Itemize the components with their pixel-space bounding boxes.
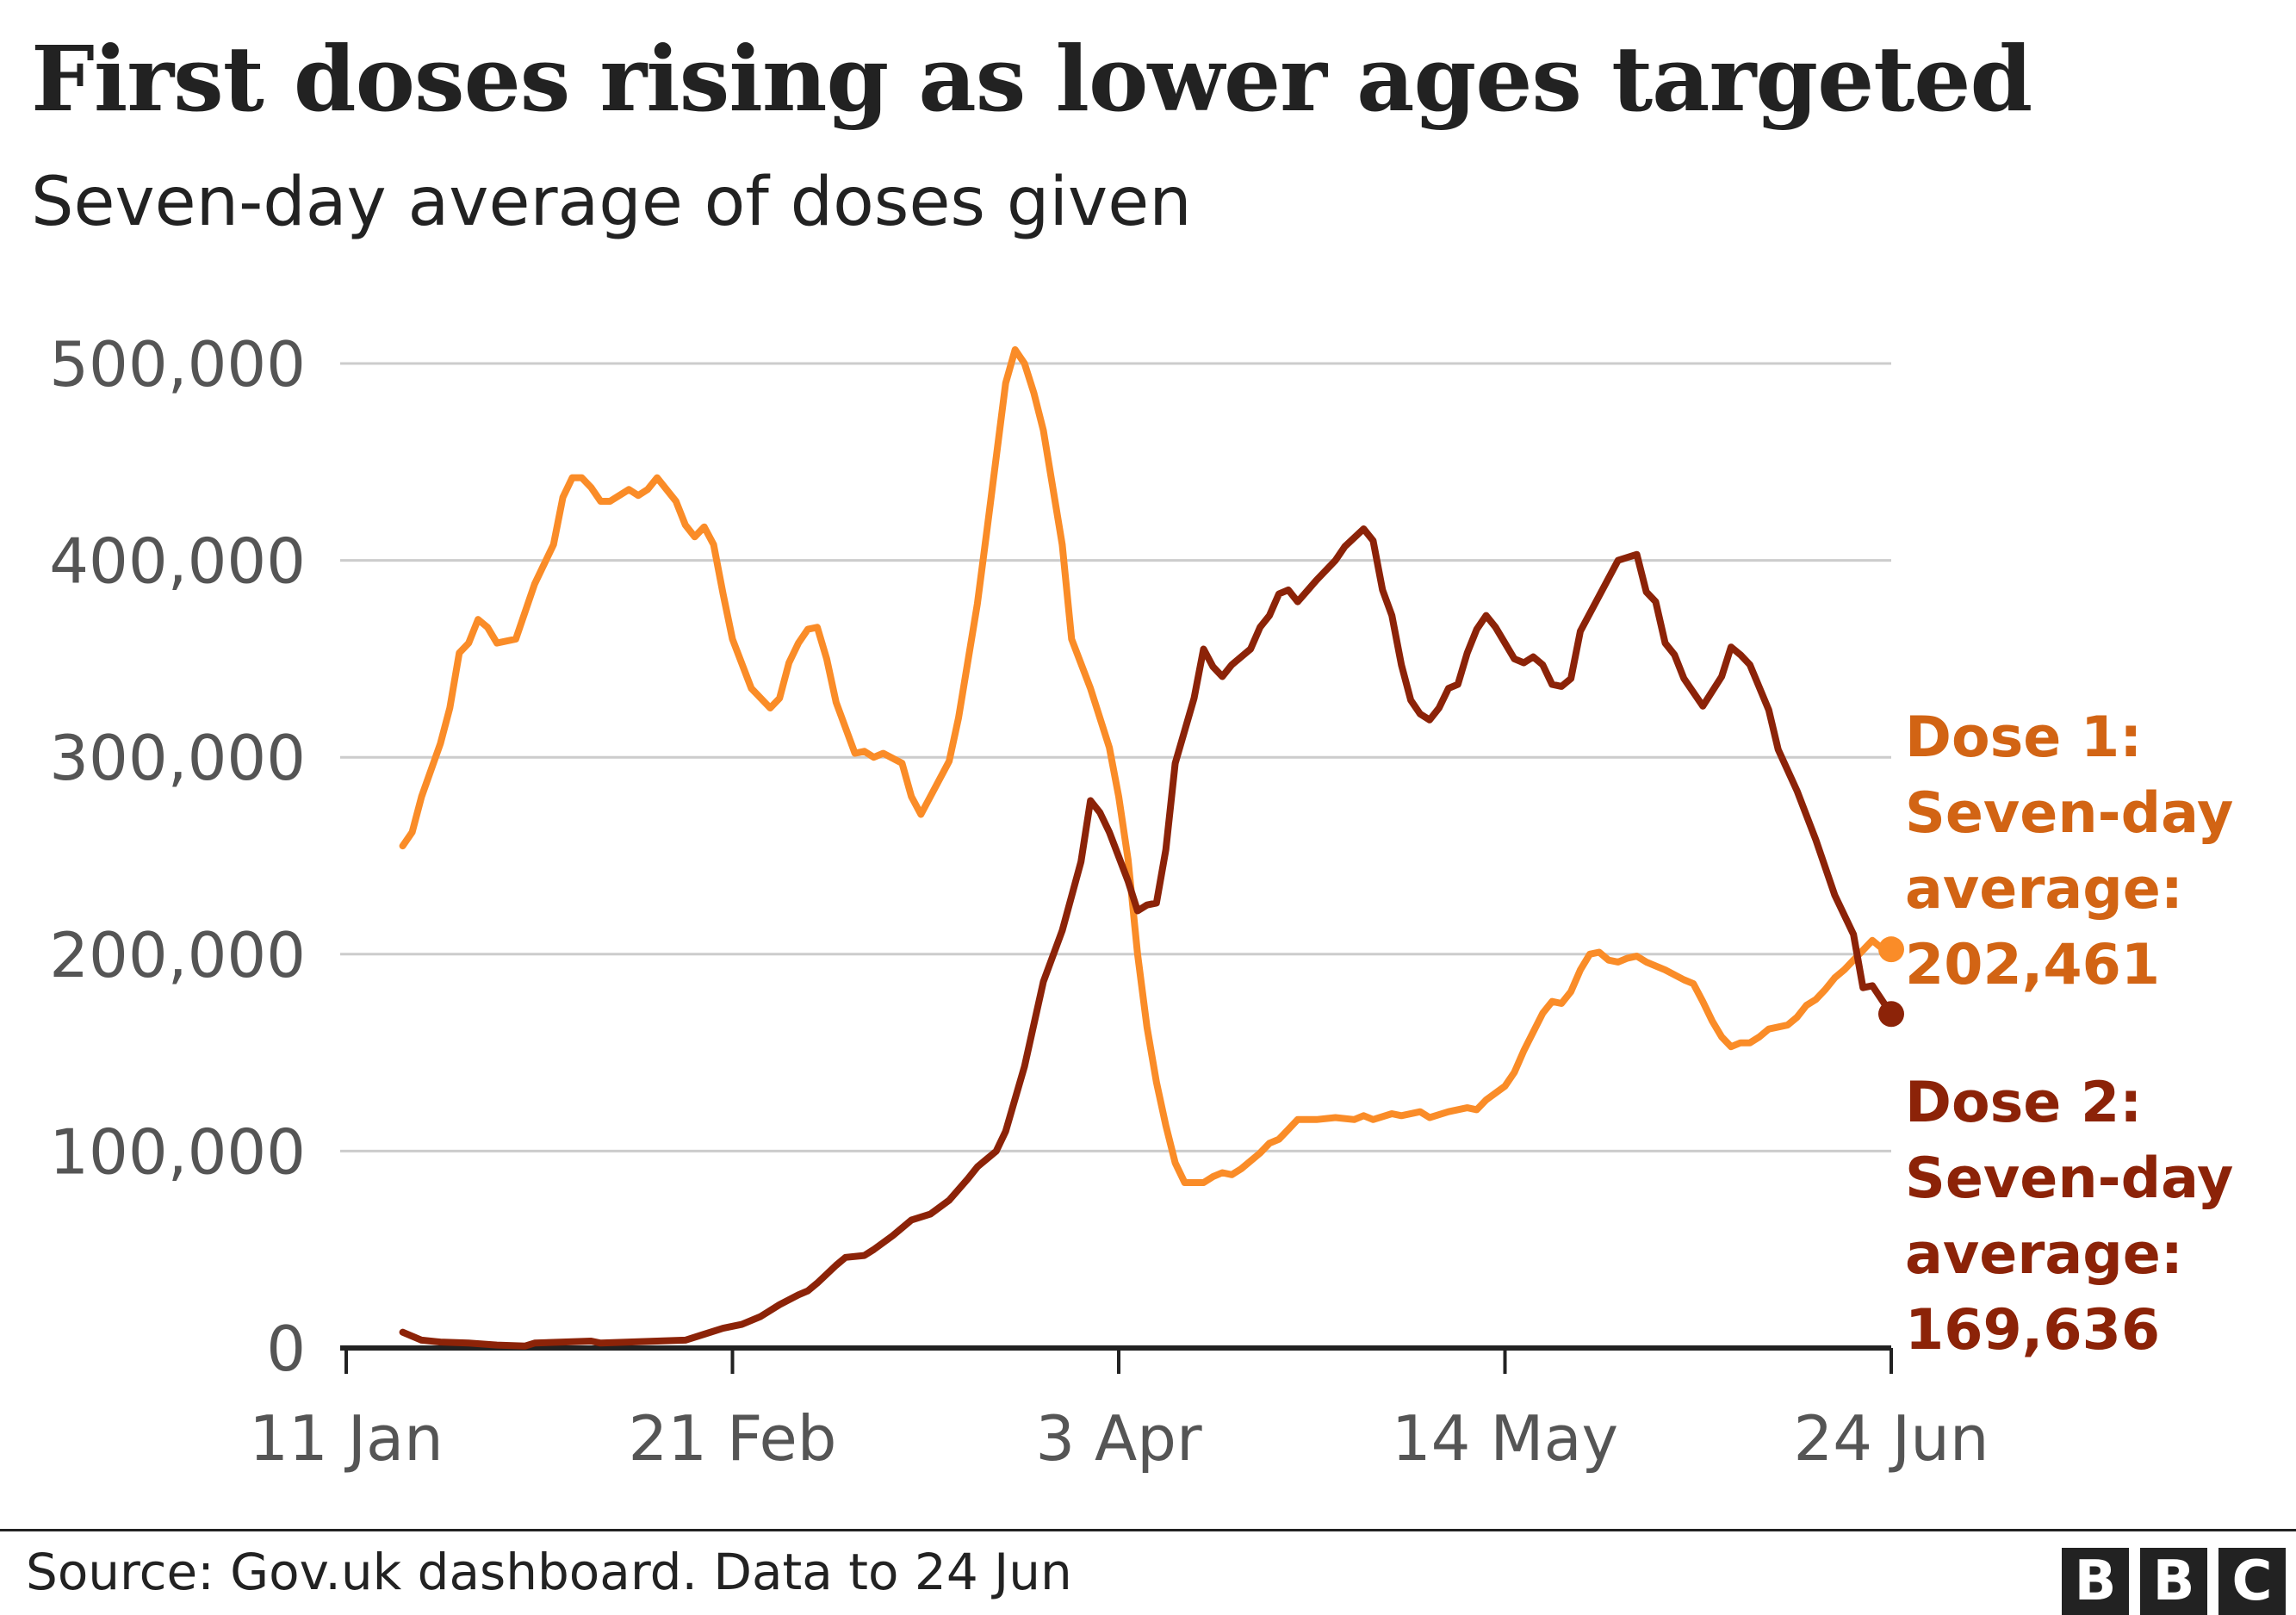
- line-chart: 0 100,000 200,000 300,000 400,000 500,000 11 …: [49, 328, 2233, 1475]
- dose2-line: [399, 525, 1895, 1350]
- dose2-label: average:: [1905, 1222, 2183, 1287]
- source-note: Source: Gov.uk dashboard. Data to 24 Jun: [26, 1543, 1072, 1601]
- bbc-logo-block: C: [2218, 1548, 2286, 1615]
- dose2-label: Seven-day: [1905, 1146, 2233, 1211]
- dose2-end-point: [1878, 1001, 1904, 1028]
- y-tick-label: 100,000: [49, 1115, 306, 1188]
- x-tick-label: 14 May: [1392, 1402, 1618, 1475]
- dose1-label: Seven-day: [1905, 781, 2233, 846]
- y-axis-ticks: 0 100,000 200,000 300,000 400,000 500,000: [49, 328, 306, 1385]
- y-tick-label: 0: [266, 1313, 306, 1385]
- x-tick-label: 11 Jan: [249, 1402, 444, 1475]
- dose1-end-point: [1878, 936, 1904, 963]
- x-tick-label: 3 Apr: [1035, 1402, 1202, 1475]
- x-axis: 11 Jan 21 Feb 3 Apr 14 May 24 Jun: [249, 1345, 1989, 1475]
- x-tick-label: 24 Jun: [1793, 1402, 1989, 1475]
- series-labels: Dose 1: Seven-day average: 202,461 Dose 2: Se…: [1905, 705, 2233, 1363]
- y-tick-label: 300,000: [49, 722, 306, 794]
- y-tick-label: 200,000: [49, 919, 306, 991]
- bbc-logo-block: B: [2140, 1548, 2207, 1615]
- bbc-logo-block: B: [2062, 1548, 2129, 1615]
- bbc-logo: B B C: [2062, 1548, 2286, 1615]
- footer-divider: [0, 1529, 2296, 1531]
- dose1-line: [399, 346, 1895, 1186]
- dose2-label: Dose 2:: [1905, 1071, 2142, 1135]
- chart-subtitle: Seven-day average of doses given: [31, 164, 1192, 241]
- y-tick-label: 500,000: [49, 328, 306, 401]
- dose1-label: average:: [1905, 857, 2183, 922]
- series-lines: [399, 346, 1904, 1350]
- dose1-label: Dose 1:: [1905, 705, 2142, 770]
- y-tick-label: 400,000: [49, 525, 306, 598]
- chart-title: First doses rising as lower ages targete…: [31, 26, 2032, 132]
- dose1-label: 202,461: [1905, 933, 2160, 997]
- dose2-label: 169,636: [1905, 1298, 2160, 1363]
- x-tick-label: 21 Feb: [629, 1402, 837, 1475]
